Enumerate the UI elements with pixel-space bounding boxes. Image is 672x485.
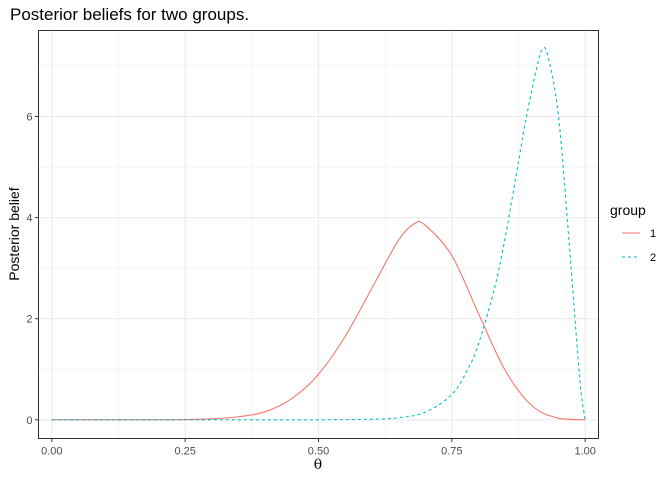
y-tick-label: 2 — [26, 314, 32, 326]
x-tick-label: 0.75 — [441, 446, 462, 458]
x-axis-ticks: 0.00 0.25 0.50 0.75 1.00 — [41, 438, 596, 458]
y-tick-label: 4 — [26, 213, 32, 225]
x-tick-label: 0.50 — [308, 446, 329, 458]
legend-label-2: 2 — [650, 252, 656, 264]
y-axis-title: Posterior belief — [6, 187, 22, 280]
legend: group 12 — [610, 202, 656, 264]
x-tick-label: 0.00 — [41, 446, 62, 458]
x-tick-label: 0.25 — [174, 446, 195, 458]
x-tick-label: 1.00 — [574, 446, 595, 458]
y-axis-ticks: 0 2 4 6 — [26, 111, 39, 427]
series-line-2 — [51, 47, 586, 421]
x-axis-title: θ — [314, 457, 322, 473]
chart-title: Posterior beliefs for two groups. — [10, 5, 249, 24]
legend-title: group — [610, 202, 646, 218]
legend-items: 12 — [622, 228, 656, 264]
y-tick-label: 6 — [26, 111, 32, 123]
series-line-1 — [51, 220, 586, 421]
legend-label-1: 1 — [650, 228, 656, 240]
series-layer — [51, 47, 586, 421]
y-tick-label: 0 — [26, 415, 32, 427]
